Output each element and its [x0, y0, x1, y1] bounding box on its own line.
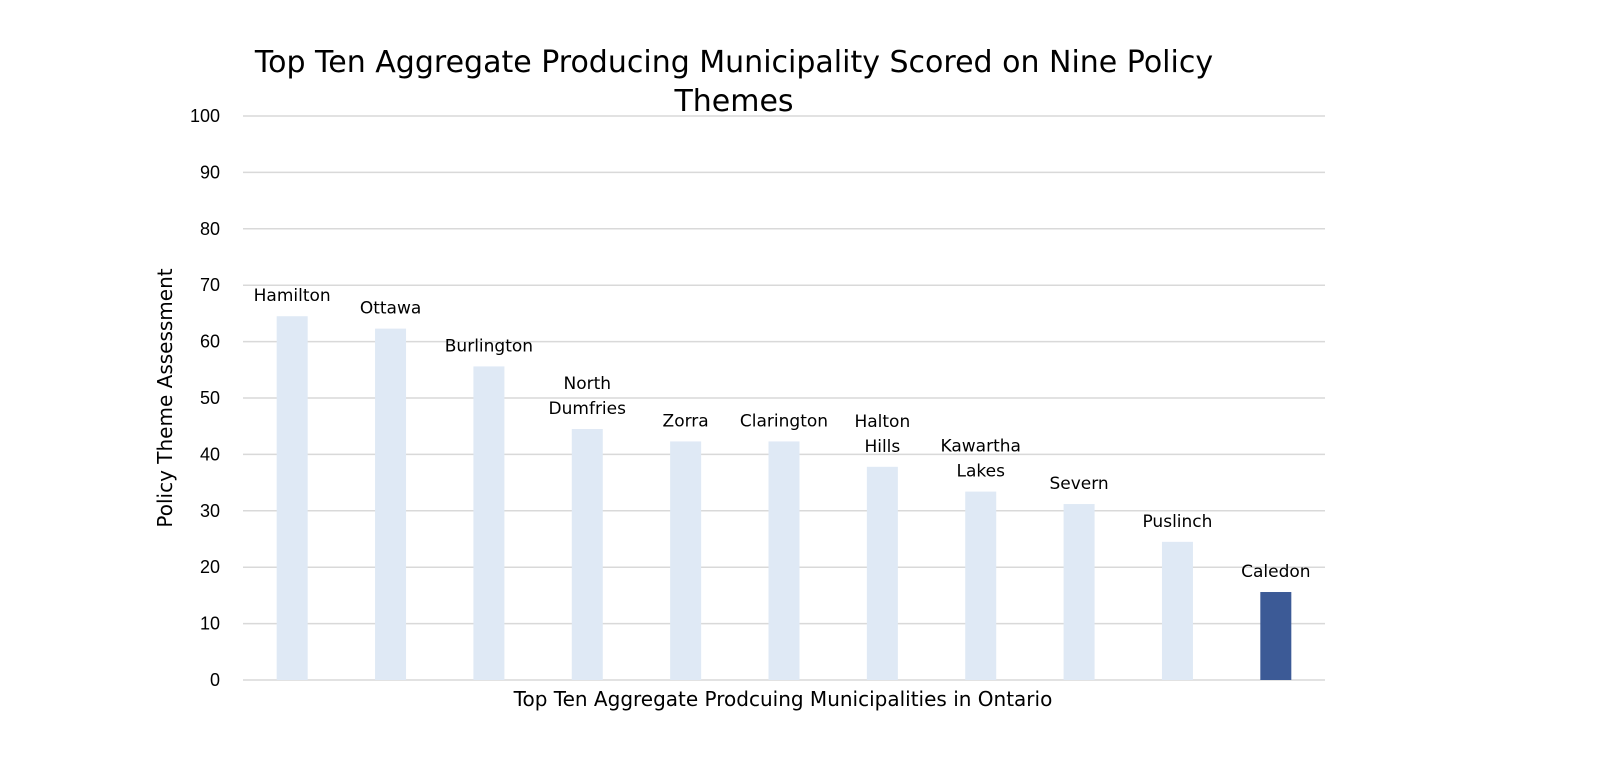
- bar-data-label: Clarington: [740, 411, 828, 431]
- bar: [768, 441, 800, 680]
- bar: [1260, 592, 1292, 680]
- y-tick-label: 30: [200, 501, 220, 521]
- y-tick-label: 60: [200, 332, 220, 352]
- bar: [473, 366, 505, 680]
- chart-title: Top Ten Aggregate Producing Municipality…: [254, 45, 1213, 119]
- y-tick-label: 50: [200, 388, 220, 408]
- y-tick-label: 40: [200, 444, 220, 464]
- y-tick-label: 0: [210, 670, 220, 690]
- y-tick-label: 80: [200, 219, 220, 239]
- bar: [571, 429, 603, 680]
- x-axis-label: Top Ten Aggregate Prodcuing Municipaliti…: [513, 687, 1053, 711]
- y-tick-label: 90: [200, 162, 220, 182]
- bars: [276, 316, 1292, 680]
- bar-data-label: Kawartha: [941, 437, 1021, 457]
- bar: [1063, 504, 1095, 680]
- y-tick-label: 70: [200, 275, 220, 295]
- y-tick-label: 20: [200, 557, 220, 577]
- bar-labels: Hamilton Ottawa Burlington North Dumfries Zor…: [254, 286, 1311, 582]
- bar: [1161, 541, 1193, 680]
- y-tick-label: 10: [200, 614, 220, 634]
- bar-data-label: North: [563, 374, 611, 394]
- y-axis-label: Policy Theme Assessment: [153, 268, 177, 527]
- bar: [965, 491, 997, 680]
- bar-data-label: Lakes: [957, 462, 1006, 482]
- bar-data-label: Dumfries: [549, 399, 627, 419]
- bar-data-label: Caledon: [1241, 562, 1310, 582]
- bar-data-label: Halton: [854, 412, 910, 432]
- bar: [670, 441, 702, 680]
- chart-title-line: Themes: [673, 84, 793, 119]
- bar-data-label: Puslinch: [1142, 512, 1212, 532]
- bar-data-label: Hills: [864, 437, 900, 457]
- bar-data-label: Hamilton: [254, 286, 331, 306]
- bar: [375, 328, 407, 680]
- bar-data-label: Zorra: [663, 411, 709, 431]
- bar: [866, 466, 898, 680]
- bar: [276, 316, 308, 680]
- bar-data-label: Ottawa: [360, 299, 421, 319]
- bar-data-label: Burlington: [445, 336, 533, 356]
- y-tick-label: 100: [190, 106, 220, 126]
- bar-data-label: Severn: [1049, 474, 1108, 494]
- y-axis-ticks: 0 10 20 30 40 50 60 70 80 90 100: [190, 106, 220, 690]
- chart-title-line: Top Ten Aggregate Producing Municipality…: [254, 45, 1213, 80]
